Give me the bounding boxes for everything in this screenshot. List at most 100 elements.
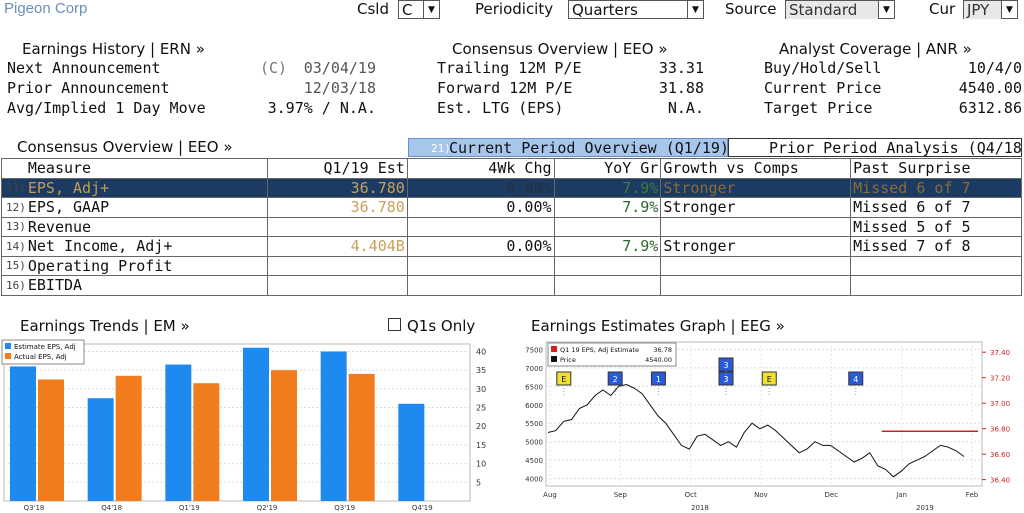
y-tick-label: 15 — [476, 441, 486, 450]
csld-dropdown[interactable]: C ▼ — [398, 0, 440, 19]
periodicity-dropdown[interactable]: Quarters ▼ — [568, 0, 704, 19]
col-header-estimate[interactable]: Q1/19 Est — [267, 158, 408, 179]
confirmed-flag: (C) — [260, 59, 288, 77]
tab-current-period[interactable]: 21) Current Period Overview (Q1/19) — [408, 138, 729, 157]
table-row[interactable]: 16) EBITDA — [0, 275, 1022, 296]
legend-box — [1, 339, 85, 365]
measure-cell[interactable]: Net Income, Adj+ — [25, 236, 269, 257]
table-row[interactable]: 11) EPS, Adj+ 36.780 0.00% 7.9% Stronger… — [0, 177, 1022, 198]
chevron-down-icon[interactable]: ▼ — [423, 1, 439, 18]
col-header-yoy-gr[interactable]: YoY Gr — [553, 158, 662, 179]
yoy-cell — [553, 216, 662, 237]
forward-pe-value: 31.88 — [658, 79, 704, 97]
x-tick-label: Q3'18 — [24, 504, 45, 512]
growth-cell — [660, 216, 852, 237]
legend-value: 36.78 — [653, 346, 672, 354]
event-marker-label: 4 — [853, 375, 858, 384]
x-tick-label: Q2'19 — [257, 504, 278, 512]
est-ltg-value: N.A. — [667, 99, 704, 117]
col-header-growth-vs-comps[interactable]: Growth vs Comps — [660, 158, 852, 179]
forward-pe-label: Forward 12M P/E — [437, 79, 573, 97]
y-tick-label: 10 — [476, 460, 486, 469]
surprise-cell[interactable]: Missed 7 of 8 — [850, 236, 1022, 257]
x-tick-label: Q4'18 — [101, 504, 122, 512]
chg-cell: 0.00% — [406, 197, 555, 218]
earnings-trends-link[interactable]: Earnings Trends | EM » — [20, 317, 190, 335]
csld-label: Csld — [357, 0, 389, 18]
y-tick-label: 5000 — [525, 439, 543, 447]
growth-cell: Stronger — [660, 236, 852, 257]
surprise-cell[interactable] — [850, 255, 1022, 276]
chevron-down-icon[interactable]: ▼ — [1001, 1, 1017, 18]
next-announcement-label: Next Announcement — [7, 59, 161, 77]
estimate-cell: 36.780 — [267, 197, 408, 218]
measure-cell[interactable]: EPS, GAAP — [25, 197, 269, 218]
surprise-cell[interactable]: Missed 6 of 7 — [850, 197, 1022, 218]
trailing-pe-value: 33.31 — [658, 59, 704, 77]
q1s-only-label: Q1s Only — [407, 317, 476, 335]
earnings-history-link[interactable]: Earnings History | ERN » — [22, 40, 205, 58]
legend-swatch — [551, 346, 557, 352]
bar — [348, 373, 375, 501]
measure-cell[interactable]: Revenue — [25, 216, 269, 237]
bar — [398, 403, 425, 501]
yoy-cell — [553, 255, 662, 276]
chevron-down-icon[interactable]: ▼ — [878, 1, 894, 18]
table-row[interactable]: 14) Net Income, Adj+ 4.404B 0.00% 7.9% S… — [0, 236, 1022, 257]
measure-cell[interactable]: Operating Profit — [25, 255, 269, 276]
estimate-cell: 4.404B — [267, 236, 408, 257]
legend-label: Estimate EPS, Adj — [14, 343, 76, 351]
currency-dropdown[interactable]: JPY ▼ — [963, 0, 1018, 19]
source-dropdown[interactable]: Standard ▼ — [785, 0, 895, 19]
y-tick-label: 5500 — [525, 420, 543, 428]
legend-box — [547, 342, 677, 367]
periodicity-value: Quarters — [572, 0, 638, 19]
legend-label: Actual EPS, Adj — [14, 353, 67, 361]
estimate-cell — [267, 255, 408, 276]
col-header-4wk-chg[interactable]: 4Wk Chg — [406, 158, 555, 179]
source-value: Standard — [786, 0, 878, 19]
x-tick-label: Jan — [895, 491, 907, 499]
legend-swatch — [5, 353, 11, 359]
earnings-estimates-link[interactable]: Earnings Estimates Graph | EEG » — [531, 317, 785, 335]
tab-prior-period[interactable]: Prior Period Analysis (Q4/18) — [728, 138, 1024, 157]
event-marker-label: 3 — [723, 361, 728, 370]
q1s-only-checkbox[interactable] — [388, 318, 401, 331]
bar — [193, 383, 220, 501]
surprise-cell[interactable] — [850, 275, 1022, 296]
x-tick-label: Sep — [614, 491, 628, 499]
bar — [271, 370, 297, 501]
legend-label: Price — [560, 356, 576, 364]
measure-cell[interactable]: EPS, Adj+ — [25, 177, 269, 198]
trailing-pe-label: Trailing 12M P/E — [437, 59, 582, 77]
target-price-label: Target Price — [764, 99, 873, 117]
event-marker-label: E — [561, 375, 566, 384]
target-price-value: 6312.86 — [958, 99, 1022, 117]
surprise-cell[interactable]: Missed 5 of 5 — [850, 216, 1022, 237]
consensus-overview-link[interactable]: Consensus Overview | EEO » — [452, 40, 668, 58]
bar — [10, 366, 36, 501]
periodicity-label: Periodicity — [475, 0, 554, 18]
table-row[interactable]: 15) Operating Profit — [0, 255, 1022, 276]
bar — [243, 347, 269, 501]
earnings-trends-chart: 5 10 15 20 25 30 35 40 Q3'18 Q4'18 Q1'19 Q2'19 Q3'19… — [1, 339, 486, 512]
consensus-table-link[interactable]: Consensus Overview | EEO » — [17, 138, 233, 156]
x-tick-label: Oct — [685, 491, 697, 499]
chevron-down-icon[interactable]: ▼ — [687, 1, 703, 18]
bar — [38, 379, 64, 501]
event-marker-label: 3 — [723, 375, 728, 384]
table-row[interactable]: 13) Revenue Missed 5 of 5 — [0, 216, 1022, 237]
current-price-label: Current Price — [764, 79, 882, 97]
measure-cell[interactable]: EBITDA — [25, 275, 269, 296]
analyst-coverage-link[interactable]: Analyst Coverage | ANR » — [779, 40, 972, 58]
event-marker-label: 2 — [613, 375, 618, 384]
table-row[interactable]: 12) EPS, GAAP 36.780 0.00% 7.9% Stronger… — [0, 197, 1022, 218]
surprise-cell[interactable]: Missed 6 of 7 — [850, 177, 1022, 198]
table-header-row: Measure Q1/19 Est 4Wk Chg YoY Gr Growth … — [0, 158, 1022, 179]
bar — [115, 375, 142, 501]
right-tick-label: 37.20 — [990, 375, 1010, 383]
col-header-past-surprise[interactable]: Past Surprise — [850, 158, 1022, 179]
bar — [320, 351, 347, 501]
y-tick-label: 5 — [476, 478, 481, 487]
col-header-measure[interactable]: Measure — [25, 158, 269, 179]
